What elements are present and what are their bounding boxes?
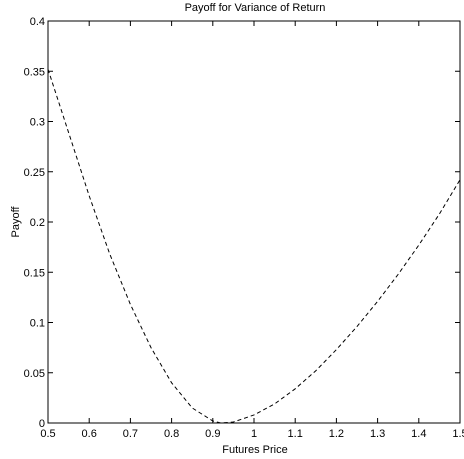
y-tick-label: 0	[39, 418, 45, 430]
y-axis-label: Payoff	[10, 206, 22, 238]
x-tick-label: 1.3	[370, 428, 385, 440]
plot-area: 0.5 0.6 0.7 0.8 0.9 1 1.1 1.2 1.3 1.4 1.5 0 0.05 0.1 0…	[24, 16, 464, 440]
x-tick-label: 1	[251, 428, 257, 440]
x-tick-label: 0.9	[205, 428, 220, 440]
x-tick-label: 1.4	[411, 428, 426, 440]
y-tick-label: 0.35	[24, 66, 45, 78]
chart-title: Payoff for Variance of Return	[185, 2, 326, 14]
series-line	[47, 69, 461, 424]
y-tick-label: 0.05	[24, 368, 45, 380]
y-tick-label: 0.4	[30, 16, 45, 28]
x-tick-label: 1.5	[452, 428, 464, 440]
x-tick-label: 1.1	[288, 428, 303, 440]
x-axis-label: Futures Price	[222, 444, 287, 456]
y-tick-label: 0.25	[24, 167, 45, 179]
y-tick-label: 0.1	[30, 318, 45, 330]
x-tick-label: 0.8	[164, 428, 179, 440]
plot-frame	[47, 20, 461, 424]
x-tick-label: 0.5	[40, 428, 55, 440]
y-tick-label: 0.3	[30, 117, 45, 129]
y-tick-label: 0.15	[24, 267, 45, 279]
y-tick-label: 0.2	[30, 217, 45, 229]
x-tick-label: 1.2	[329, 428, 344, 440]
x-tick-label: 0.7	[123, 428, 138, 440]
x-tick-label: 0.6	[82, 428, 97, 440]
